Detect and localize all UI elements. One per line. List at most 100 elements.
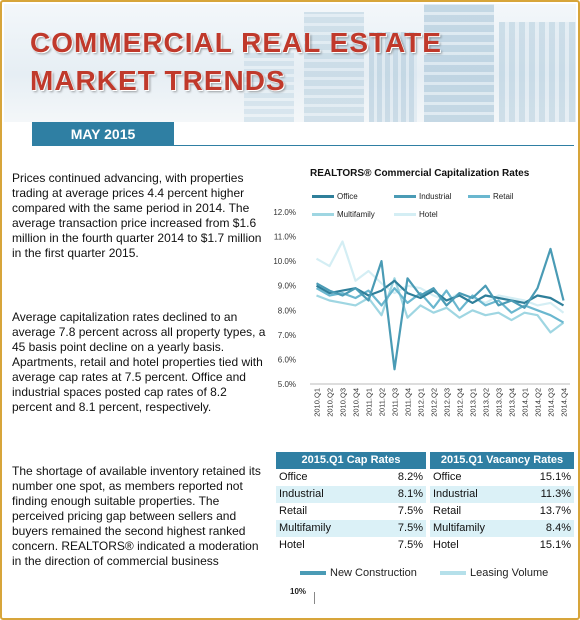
row-label: Office	[279, 471, 308, 483]
legend-label: New Construction	[330, 567, 417, 579]
x-tick-label: 2010.Q3	[339, 388, 348, 417]
series-line-industrial	[315, 247, 565, 371]
y-tick-label: 5.0%	[278, 380, 296, 389]
legend-item-multifamily: Multifamily	[312, 210, 375, 219]
building-image	[304, 12, 364, 122]
x-tick-label: 2011.Q2	[378, 388, 387, 416]
table-row: Industrial 11.3%	[430, 486, 574, 503]
title-line-1: COMMERCIAL REAL ESTATE	[30, 27, 442, 58]
bottom-chart-tick-label: 10%	[290, 587, 307, 596]
row-value: 13.7%	[539, 505, 571, 517]
header-banner: COMMERCIAL REAL ESTATE MARKET TRENDS	[4, 4, 576, 122]
y-tick-label: 8.0%	[278, 306, 296, 315]
building-image	[244, 52, 294, 122]
legend-swatch	[394, 195, 416, 199]
x-tick-label: 2010.Q4	[352, 388, 361, 417]
x-tick-label: 2014.Q3	[547, 388, 556, 417]
x-tick-label: 2014.Q2	[534, 388, 543, 417]
row-label: Retail	[279, 505, 308, 517]
x-tick-label: 2013.Q3	[495, 388, 504, 417]
x-tick-label: 2013.Q1	[469, 388, 478, 417]
y-tick-label: 11.0%	[274, 233, 296, 242]
legend-swatch	[394, 213, 416, 217]
row-value: 8.1%	[397, 488, 423, 500]
row-label: Multifamily	[279, 522, 331, 534]
series-line-office	[315, 279, 565, 307]
chart-title: REALTORS® Commercial Capitalization Rate…	[310, 168, 530, 179]
legend-item-new-construction: New Construction	[300, 567, 417, 579]
vacancy-rates-table: 2015.Q1 Vacancy Rates Office 15.1% Indust…	[430, 452, 574, 554]
table-row: Retail 13.7%	[430, 503, 574, 520]
legend-item-leasing-volume: Leasing Volume	[440, 567, 548, 579]
legend-item-hotel: Hotel	[394, 210, 438, 219]
table-row: Hotel 15.1%	[430, 537, 574, 554]
row-label: Industrial	[433, 488, 478, 500]
page-title: COMMERCIAL REAL ESTATE MARKET TRENDS	[30, 24, 442, 100]
legend-item-industrial: Industrial	[394, 192, 451, 201]
row-label: Multifamily	[433, 522, 485, 534]
table-row: Multifamily 7.5%	[276, 520, 426, 537]
x-tick-label: 2011.Q4	[404, 388, 413, 416]
paragraph-inventory: The shortage of available inventory reta…	[12, 464, 261, 568]
series-line-multifamily	[316, 277, 565, 334]
table-row: Multifamily 8.4%	[430, 520, 574, 537]
legend-label: Leasing Volume	[470, 567, 549, 579]
legend-swatch	[300, 571, 326, 576]
legend-label: Multifamily	[337, 210, 375, 219]
row-value: 15.1%	[539, 471, 571, 483]
y-tick-label: 6.0%	[278, 355, 296, 364]
legend-label: Hotel	[419, 210, 438, 219]
paragraph-prices: Prices continued advancing, with propert…	[12, 171, 262, 260]
row-value: 7.5%	[397, 505, 423, 517]
building-image	[424, 4, 494, 122]
y-tick-label: 9.0%	[278, 282, 296, 291]
x-tick-label: 2012.Q3	[443, 388, 452, 417]
row-value: 15.1%	[539, 539, 571, 551]
divider	[174, 145, 574, 146]
cap-rates-table: 2015.Q1 Cap Rates Office 8.2% Industrial 8…	[276, 452, 426, 554]
legend-label: Retail	[493, 192, 514, 201]
x-tick-label: 2012.Q1	[417, 388, 426, 417]
x-tick-label: 2011.Q1	[365, 388, 374, 416]
cap-rate-chart: 12.0% 11.0% 10.0% 9.0% 8.0% 7.0% 6.0% 5.0% 2010.…	[273, 208, 570, 417]
row-value: 8.2%	[397, 471, 423, 483]
building-image	[499, 22, 576, 122]
legend-swatch	[468, 195, 490, 199]
row-label: Retail	[433, 505, 462, 517]
legend-swatch	[312, 195, 334, 199]
x-tick-label: 2013.Q2	[482, 388, 491, 417]
date-badge: MAY 2015	[32, 122, 174, 146]
legend-item-retail: Retail	[468, 192, 513, 201]
legend-label: Office	[337, 192, 358, 201]
row-value: 7.5%	[397, 522, 423, 534]
x-tick-label: 2011.Q3	[391, 388, 400, 416]
paragraph-cap-rates: Average capitalization rates declined to…	[12, 310, 266, 414]
y-tick-label: 10.0%	[273, 257, 296, 266]
title-line-2: MARKET TRENDS	[30, 65, 286, 96]
x-tick-label: 2010.Q1	[313, 388, 322, 417]
y-tick-label: 7.0%	[278, 331, 296, 340]
table-row: Retail 7.5%	[276, 503, 426, 520]
row-label: Industrial	[279, 488, 324, 500]
table-row: Industrial 8.1%	[276, 486, 426, 503]
row-label: Office	[433, 471, 462, 483]
legend-swatch	[312, 213, 334, 217]
y-tick-label: 12.0%	[273, 208, 296, 217]
row-value: 11.3%	[540, 488, 571, 500]
row-value: 8.4%	[545, 522, 571, 534]
row-label: Hotel	[279, 539, 305, 551]
x-tick-label: 2014.Q4	[560, 388, 569, 417]
x-tick-label: 2012.Q4	[456, 388, 465, 417]
table-header: 2015.Q1 Cap Rates	[276, 452, 426, 469]
table-header: 2015.Q1 Vacancy Rates	[430, 452, 574, 469]
bottom-chart-axis	[314, 592, 315, 604]
table-row: Hotel 7.5%	[276, 537, 426, 554]
x-tick-label: 2014.Q1	[521, 388, 530, 417]
table-row: Office 8.2%	[276, 469, 426, 486]
x-tick-label: 2012.Q2	[430, 388, 439, 417]
legend-item-office: Office	[312, 192, 358, 201]
building-image	[369, 32, 417, 122]
x-tick-label: 2013.Q4	[508, 388, 517, 417]
legend-label: Industrial	[419, 192, 452, 201]
